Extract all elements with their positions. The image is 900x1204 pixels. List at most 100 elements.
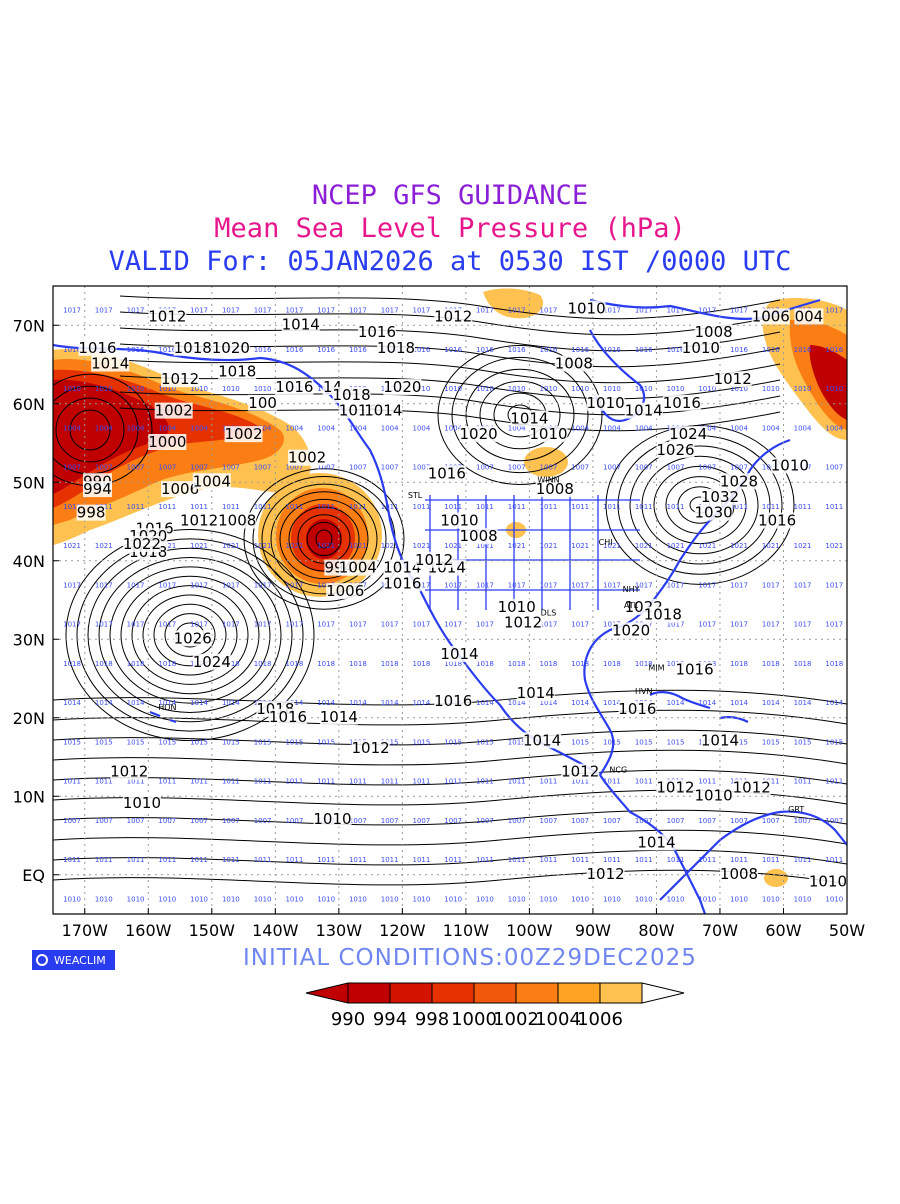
isobar bbox=[69, 409, 111, 451]
station-value: 1017 bbox=[476, 307, 494, 315]
contour-label: 1014 bbox=[510, 409, 548, 427]
station-value: 1016 bbox=[285, 346, 303, 354]
station-value: 1021 bbox=[317, 542, 335, 550]
contour-label: 1010 bbox=[809, 873, 847, 891]
station-value: 1010 bbox=[508, 385, 526, 393]
station-value: 1018 bbox=[476, 660, 494, 668]
city-label: DLS bbox=[541, 609, 557, 618]
isobar bbox=[465, 368, 575, 462]
station-value: 1011 bbox=[476, 778, 494, 786]
contour-label-bg bbox=[281, 316, 320, 333]
contour-label: 1008 bbox=[218, 512, 256, 530]
station-value: 1017 bbox=[476, 581, 494, 589]
station-value: 1010 bbox=[95, 895, 113, 903]
station-value: 1018 bbox=[540, 660, 558, 668]
isobar bbox=[53, 829, 847, 846]
station-value: 1017 bbox=[571, 621, 589, 629]
station-value: 1010 bbox=[222, 895, 240, 903]
station-value: 1021 bbox=[540, 542, 558, 550]
initial-conditions: INITIAL CONDITIONS:00Z29DEC2025 bbox=[243, 945, 697, 971]
station-value: 1021 bbox=[476, 542, 494, 550]
contour-label: 1008 bbox=[695, 323, 733, 341]
title-line-1: NCEP GFS GUIDANCE bbox=[311, 180, 589, 211]
station-value: 1014 bbox=[285, 699, 303, 707]
station-value: 1011 bbox=[254, 778, 272, 786]
city-label: WINN bbox=[537, 475, 559, 484]
station-value: 1011 bbox=[667, 856, 685, 864]
contour-label-bg bbox=[434, 693, 473, 710]
station-value: 1010 bbox=[603, 895, 621, 903]
station-value: 1007 bbox=[190, 817, 208, 825]
station-value: 1011 bbox=[222, 778, 240, 786]
station-value: 1016 bbox=[603, 346, 621, 354]
station-value: 1014 bbox=[95, 699, 113, 707]
station-value: 1011 bbox=[540, 503, 558, 511]
station-value: 1018 bbox=[508, 660, 526, 668]
contour-label: 1026 bbox=[656, 441, 694, 459]
station-value: 1017 bbox=[254, 307, 272, 315]
station-value: 1007 bbox=[285, 464, 303, 472]
contour-label: 1016 bbox=[663, 394, 701, 412]
station-value: 1007 bbox=[825, 817, 843, 825]
contour-label: 1014 bbox=[282, 315, 320, 333]
isobar bbox=[288, 506, 360, 572]
station-value: 1010 bbox=[571, 895, 589, 903]
contour-label: 1016 bbox=[383, 574, 421, 592]
legend-swatch bbox=[389, 982, 433, 1004]
contour-label: 1016 bbox=[434, 692, 472, 710]
station-value: 1018 bbox=[635, 660, 653, 668]
contour-label-bg bbox=[192, 653, 231, 670]
contour-label-bg bbox=[427, 465, 466, 482]
contour-label-bg bbox=[459, 528, 498, 545]
station-value: 1017 bbox=[127, 581, 145, 589]
station-value: 1011 bbox=[95, 856, 113, 864]
contour-label: 1012 bbox=[561, 763, 599, 781]
station-value: 1007 bbox=[508, 817, 526, 825]
logo-ring-icon bbox=[36, 954, 48, 966]
contour-label-bg bbox=[794, 308, 824, 325]
station-value: 1017 bbox=[317, 581, 335, 589]
station-value: 1015 bbox=[476, 738, 494, 746]
station-value: 1011 bbox=[444, 856, 462, 864]
station-value: 1004 bbox=[603, 424, 621, 432]
contour-label-bg bbox=[415, 551, 454, 568]
station-value: 1014 bbox=[63, 699, 81, 707]
station-value: 1011 bbox=[381, 503, 399, 511]
station-value: 1007 bbox=[762, 817, 780, 825]
station-value: 1010 bbox=[667, 895, 685, 903]
station-value: 1018 bbox=[667, 660, 685, 668]
contour-label-bg bbox=[313, 810, 352, 827]
station-value: 1011 bbox=[127, 856, 145, 864]
station-value: 1011 bbox=[698, 856, 716, 864]
station-value: 1017 bbox=[540, 581, 558, 589]
station-value: 1014 bbox=[127, 699, 145, 707]
station-value: 1018 bbox=[95, 660, 113, 668]
station-value: 1017 bbox=[444, 621, 462, 629]
station-value: 1011 bbox=[794, 778, 812, 786]
isobar bbox=[164, 613, 216, 657]
station-value: 1018 bbox=[413, 660, 431, 668]
isobar bbox=[119, 391, 781, 416]
station-value: 1010 bbox=[254, 385, 272, 393]
contour-label-bg bbox=[440, 645, 479, 662]
station-value: 1011 bbox=[603, 503, 621, 511]
station-value: 1007 bbox=[95, 464, 113, 472]
legend-label: 998 bbox=[415, 1009, 449, 1030]
station-value: 1007 bbox=[254, 817, 272, 825]
legend-swatch bbox=[515, 982, 559, 1004]
station-value: 1014 bbox=[476, 699, 494, 707]
station-value: 1018 bbox=[603, 660, 621, 668]
station-value: 1017 bbox=[285, 581, 303, 589]
contour-label: 1014 bbox=[625, 402, 663, 420]
station-value: 1014 bbox=[825, 699, 843, 707]
contour-label: 1010 bbox=[771, 457, 809, 475]
station-value: 1011 bbox=[190, 856, 208, 864]
contour-label: 1012 bbox=[161, 370, 199, 388]
station-value: 1011 bbox=[603, 778, 621, 786]
station-value: 1011 bbox=[413, 856, 431, 864]
station-value: 1010 bbox=[698, 895, 716, 903]
contour-label-bg bbox=[76, 504, 106, 521]
station-value: 1016 bbox=[794, 346, 812, 354]
contour-label: 1012 bbox=[148, 307, 186, 325]
station-value: 1017 bbox=[285, 621, 303, 629]
